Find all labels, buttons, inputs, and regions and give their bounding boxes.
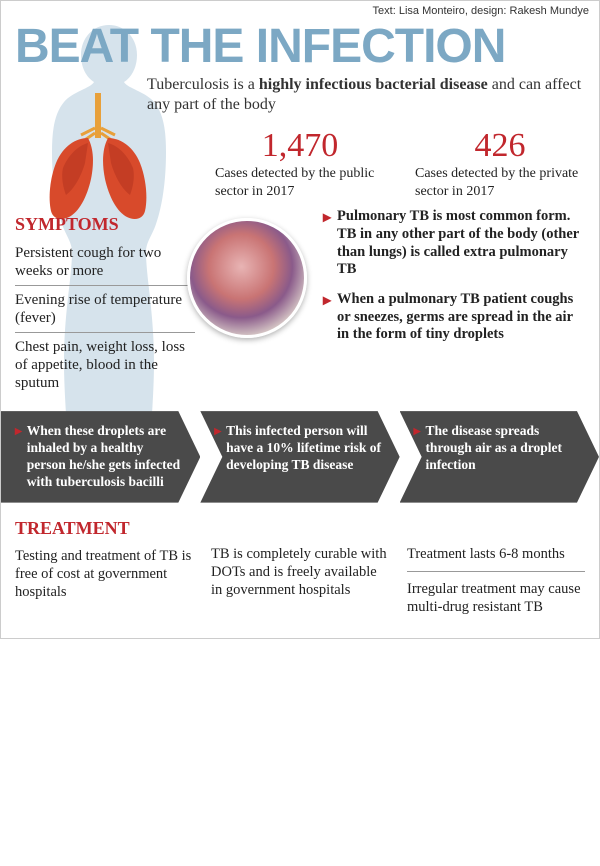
- arrow-step: The disease spreads through air as a dro…: [400, 411, 599, 503]
- facts-list: Pulmonary TB is most common form. TB in …: [323, 208, 585, 397]
- symptoms-heading: SYMPTOMS: [15, 214, 195, 235]
- facts-block: Pulmonary TB is most common form. TB in …: [205, 208, 585, 397]
- stat-number: 426: [415, 127, 585, 165]
- arrow-step: This infected person will have a 10% lif…: [200, 411, 399, 503]
- symptom-item: Persistent cough for two weeks or more: [15, 239, 195, 286]
- process-arrows: When these droplets are inhaled by a hea…: [1, 411, 599, 503]
- stat-private: 426 Cases detected by the private sector…: [415, 127, 585, 200]
- stats-row: 1,470 Cases detected by the public secto…: [215, 127, 585, 200]
- treatment-item: Irregular treatment may cause multi-drug…: [407, 571, 585, 620]
- stat-public: 1,470 Cases detected by the public secto…: [215, 127, 385, 200]
- fact-item: Pulmonary TB is most common form. TB in …: [323, 208, 585, 279]
- treatment-heading: TREATMENT: [15, 517, 193, 540]
- stat-label: Cases detected by the private sector in …: [415, 165, 585, 200]
- treatment-col: TREATMENT Testing and treatment of TB is…: [15, 517, 193, 620]
- intro-pre: Tuberculosis is a: [147, 76, 259, 93]
- treatment-item: Treatment lasts 6-8 months: [407, 541, 585, 567]
- symptom-item: Chest pain, weight loss, loss of appetit…: [15, 333, 195, 397]
- treatment-col: TB is completely curable with DOTs and i…: [211, 517, 389, 620]
- lungs-icon: [43, 93, 153, 223]
- main-panel: BEAT THE INFECTION Tuberculosis is a hig…: [1, 17, 599, 638]
- page-title: BEAT THE INFECTION: [15, 25, 585, 69]
- treatment-item: TB is completely curable with DOTs and i…: [211, 517, 389, 603]
- symptom-item: Evening rise of temperature (fever): [15, 286, 195, 333]
- treatment-item: Testing and treatment of TB is free of c…: [15, 543, 193, 605]
- stat-number: 1,470: [215, 127, 385, 165]
- stat-label: Cases detected by the public sector in 2…: [215, 165, 385, 200]
- arrow-step: When these droplets are inhaled by a hea…: [1, 411, 200, 503]
- symptoms-facts-row: SYMPTOMS Persistent cough for two weeks …: [15, 214, 585, 397]
- alveoli-icon: [187, 218, 307, 338]
- infographic: Text: Lisa Monteiro, design: Rakesh Mund…: [0, 0, 600, 639]
- treatment-col: Treatment lasts 6-8 months Irregular tre…: [407, 517, 585, 620]
- intro-bold: highly infectious bacterial disease: [259, 76, 488, 93]
- intro-text: Tuberculosis is a highly infectious bact…: [147, 75, 585, 115]
- credits-text: Text: Lisa Monteiro, design: Rakesh Mund…: [1, 1, 599, 17]
- symptoms-block: SYMPTOMS Persistent cough for two weeks …: [15, 214, 195, 397]
- fact-item: When a pulmonary TB patient coughs or sn…: [323, 291, 585, 344]
- treatment-block: TREATMENT Testing and treatment of TB is…: [15, 517, 585, 620]
